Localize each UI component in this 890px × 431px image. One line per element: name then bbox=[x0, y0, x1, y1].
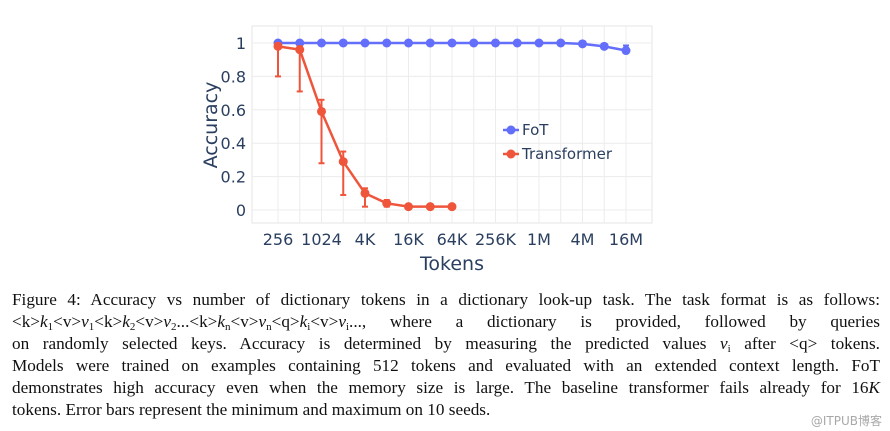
math-subscript: 2 bbox=[129, 321, 136, 333]
data-point bbox=[491, 38, 500, 48]
accuracy-chart: 0 0.2 0.4 0.6 0.8 1 256 1024 4K 16K 64K 256K 1M 4M 16M… bbox=[200, 25, 653, 275]
data-point bbox=[599, 41, 609, 51]
legend-marker bbox=[506, 149, 516, 159]
math-subscript: i bbox=[307, 321, 311, 333]
x-axis-label: Tokens bbox=[419, 253, 484, 275]
data-point bbox=[317, 38, 326, 48]
math-var: v bbox=[720, 334, 728, 353]
data-point bbox=[447, 38, 457, 48]
math-var: v bbox=[258, 312, 267, 331]
caption-line-5: demonstrates high accuracy even when the… bbox=[12, 378, 880, 397]
math-subscript: 1 bbox=[88, 321, 95, 333]
caption-line-4: Models were trained on examples containi… bbox=[12, 356, 880, 375]
caption-line-6: tokens. Error bars represent the minimum… bbox=[12, 400, 491, 419]
data-point bbox=[621, 46, 631, 56]
caption-line-2: <k>k1<v>v1<k>k2<v>v2...<k>kn<v>vn<q>ki<v… bbox=[12, 312, 880, 333]
y-tick-label: 0.8 bbox=[221, 67, 246, 86]
math-var: k bbox=[299, 312, 308, 331]
data-point bbox=[404, 202, 413, 212]
data-point bbox=[447, 202, 457, 212]
x-tick-label: 1M bbox=[527, 230, 551, 249]
data-point bbox=[425, 202, 435, 212]
data-point bbox=[317, 106, 326, 116]
data-point bbox=[404, 38, 413, 48]
x-tick-label: 4K bbox=[355, 230, 376, 249]
data-point bbox=[295, 38, 305, 48]
data-point bbox=[360, 38, 370, 48]
legend-label: Transformer bbox=[521, 145, 613, 163]
math-var: k bbox=[217, 312, 226, 331]
data-point bbox=[338, 38, 348, 48]
math-var: v bbox=[338, 312, 346, 331]
y-tick-label: 0 bbox=[236, 201, 246, 220]
data-point bbox=[338, 157, 348, 167]
math-var: K bbox=[868, 378, 880, 397]
math-var: v bbox=[81, 312, 89, 331]
data-point bbox=[534, 38, 544, 48]
math-subscript: n bbox=[266, 321, 272, 333]
x-tick-label: 4M bbox=[571, 230, 595, 249]
math-subscript: n bbox=[225, 321, 231, 333]
x-tick-label: 16K bbox=[393, 230, 424, 249]
math-subscript: 1 bbox=[47, 321, 54, 333]
caption-line-1: Figure 4: Accuracy vs number of dictiona… bbox=[12, 290, 880, 309]
math-var: v bbox=[163, 312, 171, 331]
data-point bbox=[469, 38, 479, 48]
watermark: @ITPUB博客 bbox=[810, 414, 882, 428]
data-point bbox=[425, 38, 435, 48]
legend-label: FoT bbox=[522, 121, 549, 139]
legend-marker bbox=[506, 125, 516, 135]
data-point bbox=[382, 198, 392, 208]
y-tick-label: 0.4 bbox=[221, 134, 246, 153]
x-tick-label: 64K bbox=[437, 230, 468, 249]
data-point bbox=[512, 38, 522, 48]
x-tick-label: 1024 bbox=[301, 230, 342, 249]
x-tick-label: 256 bbox=[263, 230, 294, 249]
data-point bbox=[382, 38, 392, 48]
y-axis-label: Accuracy bbox=[200, 82, 222, 169]
x-tick-label: 16M bbox=[609, 230, 643, 249]
math-subscript: i bbox=[345, 321, 350, 333]
math-subscript: i bbox=[727, 343, 731, 355]
caption-line-3: on randomly selected keys. Accuracy is d… bbox=[12, 334, 880, 355]
math-var: k bbox=[122, 312, 130, 331]
y-tick-label: 0.2 bbox=[221, 168, 246, 187]
y-tick-label: 0.6 bbox=[221, 101, 246, 120]
data-point bbox=[578, 39, 587, 49]
data-point bbox=[360, 188, 370, 198]
x-tick-label: 256K bbox=[475, 230, 517, 249]
math-subscript: 2 bbox=[171, 321, 177, 333]
data-point bbox=[295, 45, 305, 55]
y-tick-label: 1 bbox=[236, 34, 246, 53]
math-var: k bbox=[39, 312, 48, 331]
data-point bbox=[273, 41, 283, 51]
data-point bbox=[556, 38, 566, 48]
